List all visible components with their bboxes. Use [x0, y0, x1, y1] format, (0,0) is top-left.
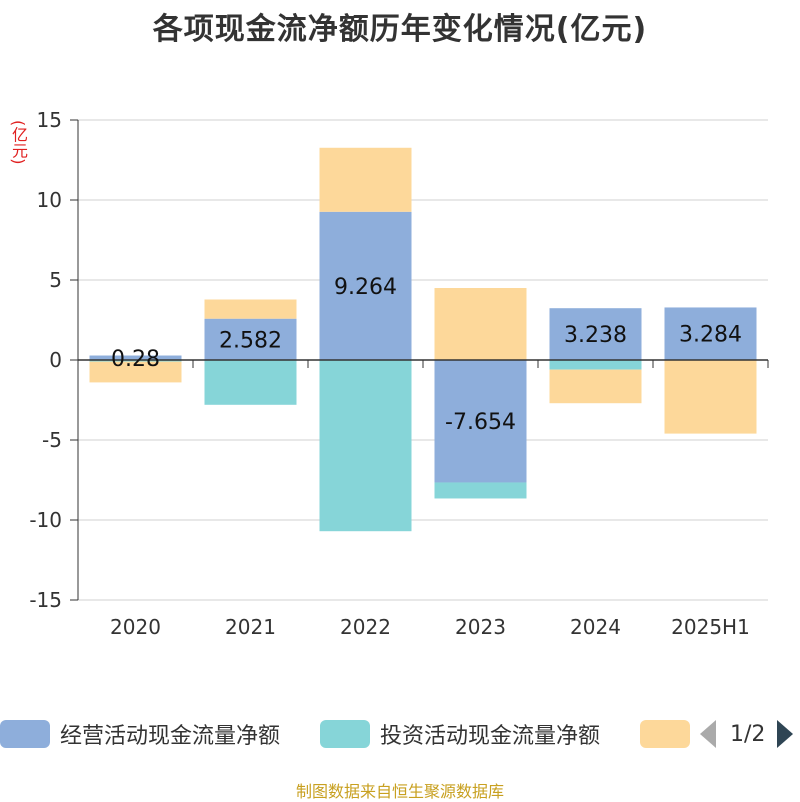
bar-series1-2024: [549, 308, 642, 360]
bar-series2-2022: [319, 360, 412, 532]
legend-pager: 1/2: [700, 718, 794, 750]
y-tick-label: -15: [29, 588, 62, 612]
y-tick-label: -10: [29, 508, 62, 532]
bar-series3-2023: [434, 288, 527, 360]
bar-series3-2022: [319, 147, 412, 212]
y-tick-label: 0: [49, 348, 62, 372]
legend-item-operating[interactable]: 经营活动现金流量净额: [0, 714, 280, 754]
prev-page-icon[interactable]: [700, 720, 716, 748]
bar-series1-2025H1: [664, 307, 757, 360]
bar-series1-2021: [204, 318, 297, 360]
stacked-bar-chart: 15 10 5 0 -5 -10 -15 2020 2021 2022 2023 2024 2025H1…: [29, 108, 769, 639]
data-label-2022: 9.264: [334, 275, 397, 300]
x-tick-label-2025H1: 2025H1: [671, 615, 750, 639]
legend-swatch-third: [640, 720, 690, 748]
legend-label-investing: 投资活动现金流量净额: [380, 724, 601, 749]
y-axis-unit-label: (亿元): [9, 120, 28, 165]
x-tick-label-2023: 2023: [455, 615, 506, 639]
bar-series2-2020: [89, 360, 182, 362]
x-tick-label-2022: 2022: [340, 615, 391, 639]
bar-series3-2025H1: [664, 360, 757, 434]
data-label-2021: 2.582: [219, 328, 282, 353]
legend-item-investing[interactable]: 投资活动现金流量净额: [320, 714, 600, 754]
data-label-2024: 3.238: [564, 323, 627, 348]
data-label-2020: 0.28: [111, 347, 160, 372]
next-page-icon[interactable]: [777, 720, 794, 748]
data-label-layer: 0.28 2.582 9.264 -7.654 3.238 3.284: [111, 275, 742, 435]
source-footer: 制图数据来自恒生聚源数据库: [295, 782, 504, 801]
legend-page-indicator: 1/2: [730, 721, 766, 747]
legend-swatch-investing: [320, 720, 370, 748]
chart-title: 各项现金流净额历年变化情况(亿元): [152, 12, 648, 47]
legend-swatch-operating: [0, 720, 50, 748]
x-tick-label-2020: 2020: [110, 615, 161, 639]
data-label-2025H1: 3.284: [679, 323, 742, 348]
axis-layer: 15 10 5 0 -5 -10 -15 2020 2021 2022 2023 2024 2025H1: [29, 108, 769, 639]
x-tick-label-2021: 2021: [225, 615, 276, 639]
y-tick-label: 5: [49, 268, 62, 292]
legend: 经营活动现金流量净额 投资活动现金流量净额 1/2: [0, 714, 800, 754]
bar-series3-2024: [549, 369, 642, 404]
bar-series3-2020: [89, 361, 182, 383]
bar-series1-2022: [319, 211, 412, 360]
bar-series1-2023: [434, 360, 527, 483]
bar-series2-2024: [549, 360, 642, 370]
legend-item-third[interactable]: [640, 714, 690, 754]
x-tick-label-2024: 2024: [570, 615, 621, 639]
bar-series1-2020: [89, 355, 182, 360]
grid-lines: [78, 119, 768, 601]
bar-series2-2023: [434, 482, 527, 499]
y-tick-label: 15: [37, 108, 62, 132]
bar-layer: [89, 147, 757, 532]
data-label-2023: -7.654: [445, 410, 516, 435]
legend-label-operating: 经营活动现金流量净额: [60, 724, 281, 749]
y-tick-label: -5: [42, 428, 62, 452]
y-tick-label: 10: [37, 188, 62, 212]
bar-series2-2021: [204, 360, 297, 405]
bar-series3-2021: [204, 299, 297, 319]
